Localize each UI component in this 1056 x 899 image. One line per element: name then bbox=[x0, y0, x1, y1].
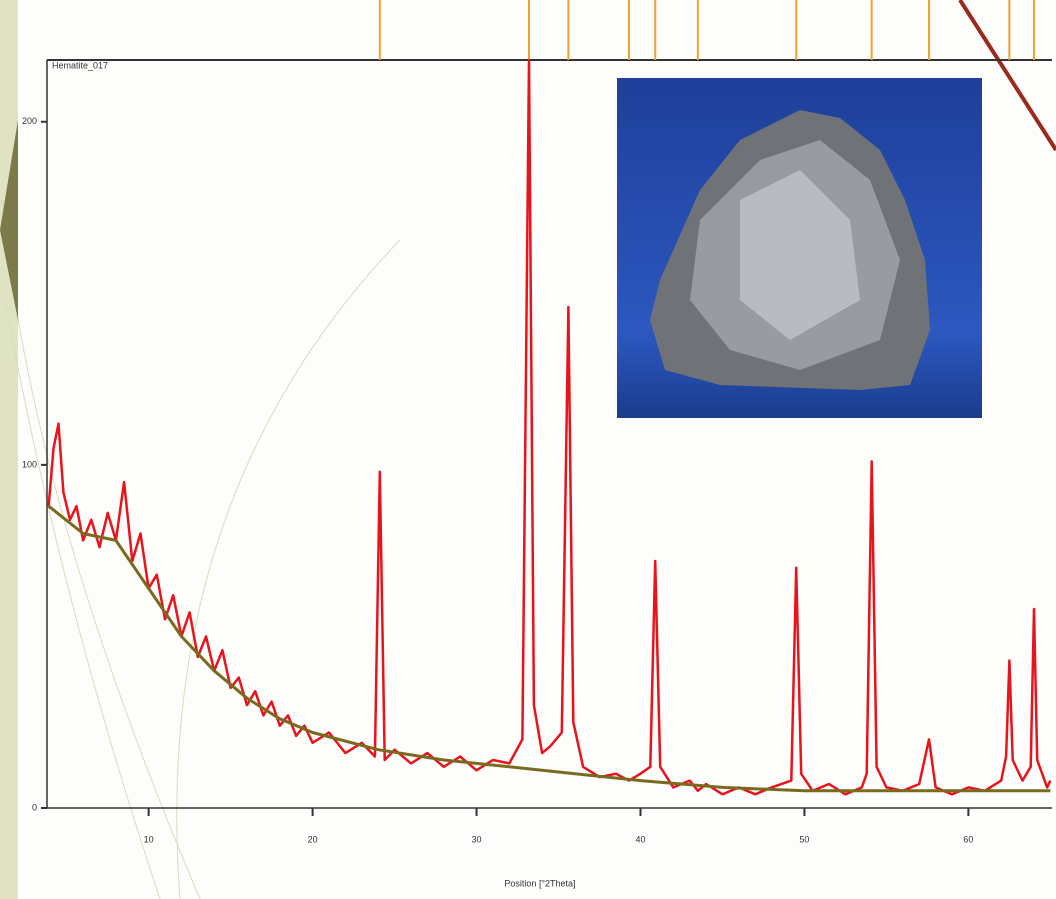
x-tick-label: 30 bbox=[472, 834, 482, 844]
x-tick-label: 50 bbox=[799, 834, 809, 844]
x-axis-label: Position [°2Theta] bbox=[504, 878, 575, 888]
x-tick-label: 40 bbox=[635, 834, 645, 844]
y-tick-label: 0 bbox=[32, 802, 37, 812]
side-band bbox=[0, 0, 18, 899]
y-tick-label: 100 bbox=[22, 459, 37, 469]
x-tick-label: 10 bbox=[144, 834, 154, 844]
chart-title: Hematite_017 bbox=[52, 60, 108, 70]
inset-photo bbox=[617, 78, 982, 418]
chart: Hematite_017 Position [°2Theta] 0 100 200 1… bbox=[0, 0, 1056, 899]
x-tick-label: 60 bbox=[963, 834, 973, 844]
x-tick-label: 20 bbox=[308, 834, 318, 844]
y-tick-label: 200 bbox=[22, 116, 37, 126]
